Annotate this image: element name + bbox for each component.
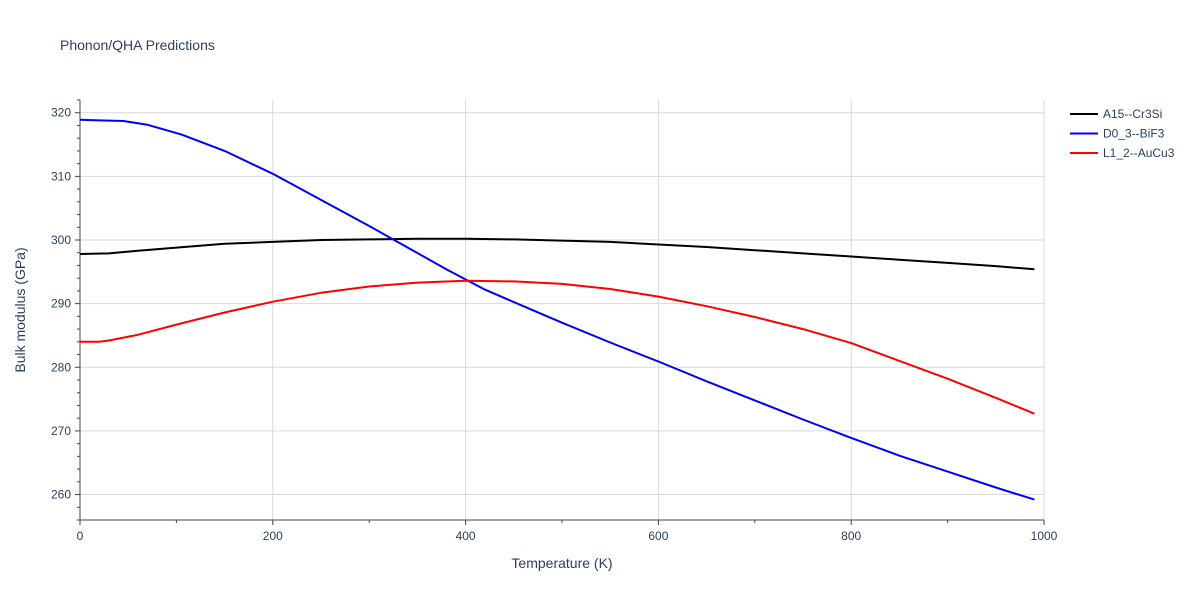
- series-line-L1_2--AuCu3: [80, 279, 1035, 415]
- x-tick-label: 600: [648, 529, 668, 543]
- x-tick-label: 1000: [1031, 529, 1058, 543]
- y-tick-label: 310: [51, 169, 71, 183]
- chart-title: Phonon/QHA Predictions: [60, 37, 215, 53]
- x-axis-title: Temperature (K): [511, 555, 612, 571]
- x-tick-label: 200: [263, 529, 283, 543]
- y-tick-label: 290: [51, 297, 71, 311]
- legend-label: A15--Cr3Si: [1103, 107, 1162, 121]
- series-line-A15--Cr3Si: [79, 237, 1035, 271]
- x-tick-label: 400: [456, 529, 476, 543]
- x-tick-label: 800: [841, 529, 861, 543]
- axes: 0 200 400 600 800 1000 260 270 280 290 300 310 320: [51, 99, 1058, 543]
- y-tick-label: 260: [51, 488, 71, 502]
- series-group: [79, 118, 1035, 501]
- legend-label: L1_2--AuCu3: [1103, 146, 1175, 160]
- series-line-D0_3--BiF3: [79, 118, 1035, 501]
- y-tick-label: 280: [51, 360, 71, 374]
- legend: A15--Cr3Si D0_3--BiF3 L1_2--AuCu3: [1070, 107, 1175, 160]
- y-tick-label: 300: [51, 233, 71, 247]
- legend-label: D0_3--BiF3: [1103, 127, 1165, 141]
- grid: [80, 100, 1045, 520]
- x-tick-label: 0: [77, 529, 84, 543]
- y-axis-title: Bulk modulus (GPa): [12, 247, 28, 372]
- y-tick-label: 270: [51, 424, 71, 438]
- y-tick-label: 320: [51, 106, 71, 120]
